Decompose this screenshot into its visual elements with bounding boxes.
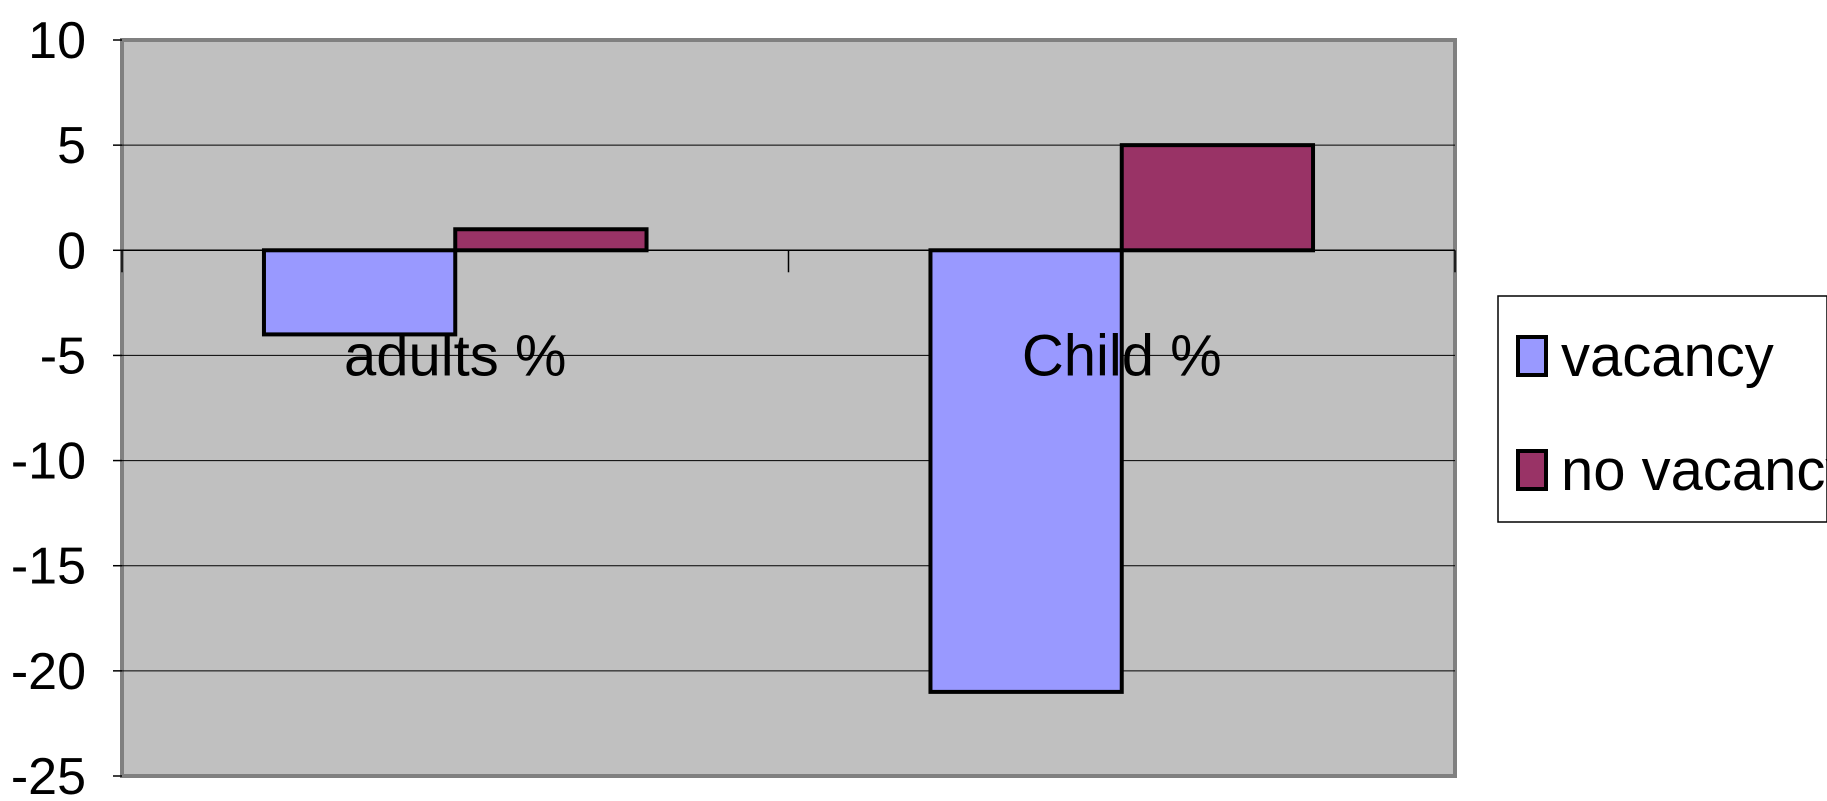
legend-swatch — [1516, 449, 1548, 491]
legend-label: vacancy — [1561, 324, 1774, 389]
y-tick-label: -20 — [11, 643, 86, 701]
y-tick-label: 0 — [57, 222, 86, 280]
legend: vacancy no vacancy — [1497, 295, 1827, 523]
y-tick-label: 5 — [57, 117, 86, 175]
bars — [261, 143, 1316, 694]
x-category-label: adults % — [344, 323, 566, 388]
y-tick-label: 10 — [28, 12, 86, 70]
x-category-label: Child % — [1022, 323, 1222, 388]
y-tick-label: -10 — [11, 433, 86, 491]
y-tick-label: -5 — [40, 327, 86, 385]
legend-box — [1497, 295, 1827, 523]
category-labels: adults % Child % — [344, 323, 1222, 388]
y-axis: 10 5 0 -5 -10 -15 -20 -25 — [11, 12, 1456, 801]
legend-label: no vacancy — [1561, 438, 1827, 503]
bar-no-vacancy-1 — [453, 227, 649, 253]
legend-swatch — [1516, 335, 1548, 377]
bar-no-vacancy-2 — [1119, 143, 1316, 253]
y-tick-label: -25 — [11, 748, 86, 801]
bar-vacancy-2 — [928, 248, 1124, 694]
bar-vacancy-1 — [261, 248, 458, 337]
y-tick-label: -15 — [11, 538, 86, 596]
